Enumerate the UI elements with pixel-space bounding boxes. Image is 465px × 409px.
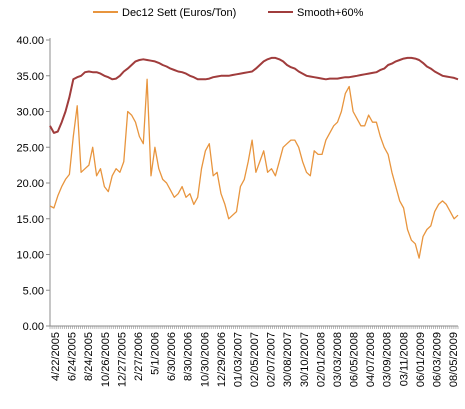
- x-tick-label: 12/27/2005: [116, 332, 128, 387]
- x-tick-label: 03/11/2008: [398, 332, 410, 386]
- x-tick-label: 4/22/2005: [50, 332, 62, 381]
- y-axis-ticks: 0.00 5.00 10.00 15.00 20.00 25.00 30.00 35.00 40…: [16, 35, 50, 333]
- y-tick-label: 30.00: [16, 107, 44, 119]
- x-tick-label: 06/03/2009: [431, 332, 443, 387]
- x-tick-label: 02/05/2007: [249, 332, 261, 387]
- x-tick-label: 8/30/2006: [183, 332, 195, 381]
- legend-label-dec12-sett: Dec12 Sett (Euros/Ton): [122, 7, 236, 19]
- x-tick-label: 12/29/2006: [216, 332, 228, 387]
- x-tick-label: 03/03/2008: [332, 332, 344, 387]
- x-tick-label: 02/07/2007: [266, 332, 278, 387]
- y-tick-label: 20.00: [16, 178, 44, 190]
- chart-legend: Dec12 Sett (Euros/Ton) Smooth+60%: [93, 7, 364, 19]
- x-tick-label: 01/03/2007: [232, 332, 244, 387]
- x-tick-label: 6/30/2006: [166, 332, 178, 381]
- series-line-dec12-sett: [49, 78, 459, 259]
- x-tick-label: 5/1/2006: [150, 332, 162, 375]
- y-tick-label: 25.00: [16, 142, 44, 154]
- x-tick-label: 10/26/2005: [100, 332, 112, 387]
- x-tick-label: 30/10/2007: [299, 332, 311, 387]
- x-tick-label: 08/05/2009: [448, 332, 460, 387]
- x-tick-label: 06/01/2009: [415, 332, 427, 387]
- y-tick-label: 0.00: [23, 321, 44, 333]
- x-tick-label: 30/08/2007: [282, 332, 294, 387]
- chart-series: [49, 56, 459, 259]
- y-tick-label: 10.00: [16, 250, 44, 262]
- series-line-smooth: [49, 56, 459, 134]
- x-tick-label: 03/09/2008: [382, 332, 394, 387]
- y-tick-label: 35.00: [16, 71, 44, 83]
- y-tick-label: 15.00: [16, 214, 44, 226]
- y-tick-label: 40.00: [16, 35, 44, 47]
- x-tick-label: 10/30/2006: [199, 332, 211, 387]
- legend-label-smooth: Smooth+60%: [297, 7, 364, 19]
- x-tick-label: 06/05/2008: [349, 332, 361, 387]
- x-tick-label: 2/27/2006: [133, 332, 145, 381]
- y-tick-label: 5.00: [23, 285, 44, 297]
- x-tick-label: 04/07/2008: [365, 332, 377, 387]
- x-tick-label: 02/01/2008: [315, 332, 327, 387]
- x-axis-ticks: 4/22/2005 6/24/2005 8/24/2005 10/26/2005 12/…: [49, 326, 460, 387]
- x-tick-label: 8/24/2005: [83, 332, 95, 381]
- x-tick-label: 6/24/2005: [67, 332, 79, 381]
